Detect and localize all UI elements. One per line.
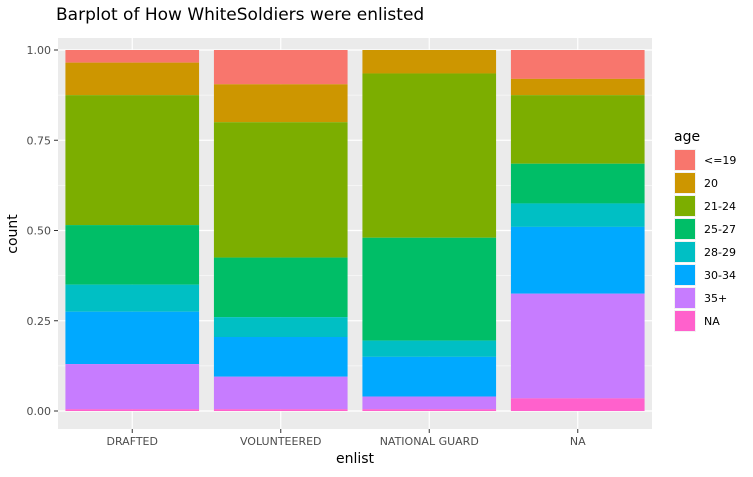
bar-segment [510, 203, 645, 227]
legend-swatch [675, 150, 695, 170]
legend-swatch [675, 265, 695, 285]
x-tick-label: DRAFTED [107, 435, 158, 448]
bar-segment [362, 409, 497, 411]
legend-swatch [675, 173, 695, 193]
x-tick-label: NA [570, 435, 586, 448]
legend-label: 30-34 [704, 269, 736, 282]
y-axis: 0.00 0.25 0.50 0.75 1.00 [27, 44, 58, 418]
y-tick-label: 0.75 [27, 134, 52, 147]
bar-segment [213, 122, 348, 258]
bar-segment [65, 95, 200, 226]
bar-segment [65, 311, 200, 365]
legend-title: age [674, 129, 700, 145]
bar-segment [510, 78, 645, 96]
legend-swatch [675, 288, 695, 308]
bar-segment [213, 336, 348, 377]
x-tick-label: NATIONAL GUARD [380, 435, 479, 448]
bar-segment [510, 226, 645, 294]
legend-label: <=19 [704, 154, 736, 167]
bar-segment [362, 50, 497, 74]
bar-segment [362, 340, 497, 357]
bar-segment [362, 396, 497, 410]
bar-segment [213, 376, 348, 410]
x-axis-title: enlist [336, 451, 375, 467]
legend-label: 35+ [704, 292, 727, 305]
bar-segment [213, 50, 348, 85]
y-tick-label: 0.50 [27, 225, 52, 238]
bars [65, 50, 645, 411]
y-tick-label: 0.00 [27, 405, 52, 418]
bar-segment [510, 293, 645, 399]
bar-segment [362, 356, 497, 397]
y-axis-title: count [5, 214, 21, 254]
x-tick-label: VOLUNTEERED [240, 435, 322, 448]
bar-segment [213, 409, 348, 411]
chart-title: Barplot of How WhiteSoldiers were enlist… [56, 5, 424, 25]
bar-segment [213, 317, 348, 337]
bar-segment [213, 257, 348, 318]
y-tick-label: 1.00 [27, 44, 52, 57]
legend-swatch [675, 242, 695, 262]
legend-label: NA [704, 315, 720, 328]
bar-segment [510, 398, 645, 411]
bar-segment [510, 163, 645, 204]
legend-swatch [675, 311, 695, 331]
bar-segment [65, 50, 200, 63]
x-axis: DRAFTED VOLUNTEERED NATIONAL GUARD NA [107, 429, 586, 448]
legend-label: 28-29 [704, 246, 736, 259]
bar-segment [65, 225, 200, 285]
legend-label: 20 [704, 177, 718, 190]
legend-swatch [675, 196, 695, 216]
bar-segment [65, 284, 200, 312]
bar-segment [65, 409, 200, 411]
y-tick-label: 0.25 [27, 315, 52, 328]
bar-segment [65, 62, 200, 96]
bar-segment [362, 73, 497, 238]
legend-swatch [675, 219, 695, 239]
bar-segment [510, 95, 645, 164]
bar-segment [65, 364, 200, 410]
legend-label: 21-24 [704, 200, 736, 213]
bar-segment [362, 237, 497, 341]
bar-segment [213, 84, 348, 123]
legend: age <=19 20 21-24 25-27 28-29 30-34 35+ NA [674, 129, 736, 332]
bar-segment [510, 50, 645, 79]
legend-label: 25-27 [704, 223, 736, 236]
